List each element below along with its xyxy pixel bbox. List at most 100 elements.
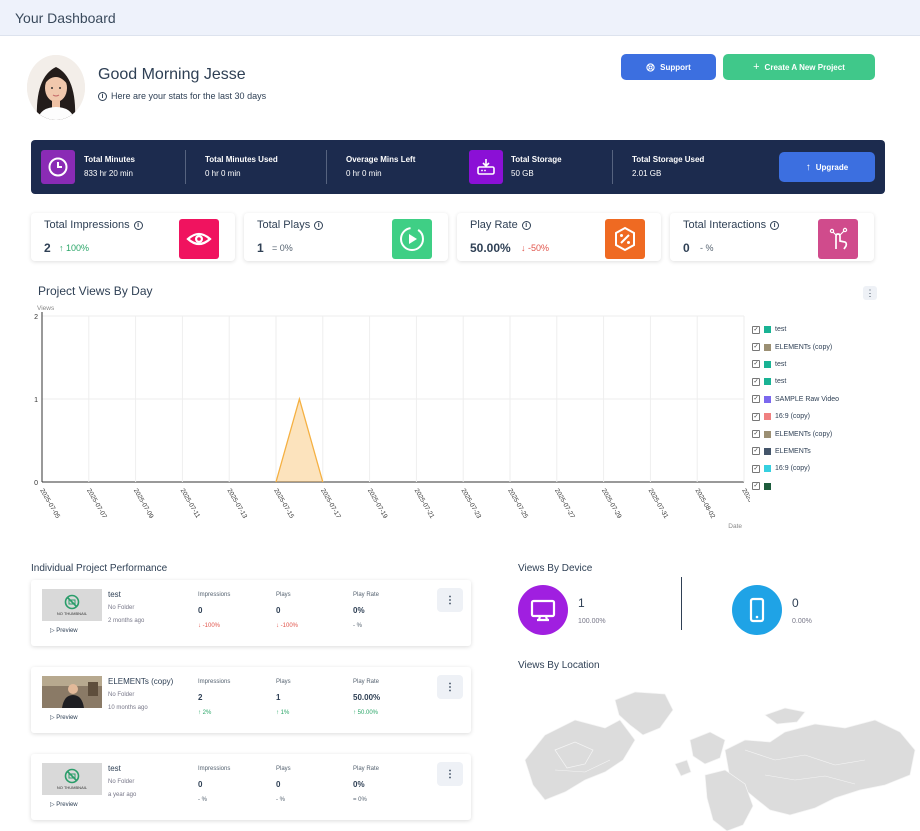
play-rate-change: - % [353,623,362,629]
legend-checkbox[interactable]: ✓ [752,377,760,386]
no-thumbnail-text: NO THUMBNAIL [56,611,88,616]
devices-section-title: Views By Device [518,563,593,574]
preview-button[interactable]: ▷ Preview [50,715,78,721]
project-name[interactable]: test [108,764,121,773]
project-thumbnail[interactable]: NO THUMBNAIL [42,589,102,621]
create-project-button[interactable]: + Create A New Project [723,54,875,80]
info-icon[interactable]: i [314,220,324,230]
project-thumbnail[interactable]: NO THUMBNAIL [42,763,102,795]
impressions-label: Impressions [198,766,231,772]
kpi-label: Total Impressions i [44,219,143,231]
support-button[interactable]: Support [621,54,716,80]
kpi-value: 0 [683,241,690,255]
x-tick-label: 2025-07-31 [647,488,670,521]
mobile-percent: 0.00% [792,618,812,625]
preview-button[interactable]: ▷ Preview [50,802,78,808]
legend-item[interactable]: ✓ 16:9 (copy) [752,408,862,425]
project-card[interactable]: ▷ Preview ELEMENTs (copy) No Folder 10 m… [31,667,471,733]
desktop-icon [518,585,568,635]
project-thumbnail[interactable] [42,676,102,708]
greeting-subtitle-text: Here are your stats for the last 30 days [111,91,267,101]
legend-label: 16:9 (copy) [775,465,811,473]
y-tick-label: 0 [34,480,38,487]
legend-item[interactable]: ✓ ELEMENTs (copy) [752,338,862,355]
legend-item[interactable]: ✓ test [752,356,862,373]
legend-item[interactable]: ✓ test [752,373,862,390]
chart-menu-button[interactable]: ⋮ [863,286,877,300]
legend-checkbox[interactable]: ✓ [752,325,760,334]
kpi-change: ↓ -50% [521,243,550,253]
legend-item[interactable]: ✓ [752,478,862,495]
plays-value: 1 [276,693,281,702]
kpi-change: = 0% [272,243,293,253]
x-tick-label: 2025-07-05 [38,488,61,521]
x-tick-label: 2025-08-02 [693,488,716,521]
impressions-value: 2 [198,693,203,702]
info-icon[interactable]: i [521,220,531,230]
page-title: Your Dashboard [15,10,116,26]
overage-label: Overage Mins Left [346,155,416,164]
project-card[interactable]: NO THUMBNAIL ▷ Preview test No Folder a y… [31,754,471,820]
percent-icon [605,219,645,259]
legend-checkbox[interactable]: ✓ [752,343,760,352]
legend-swatch [764,395,771,403]
impressions-label: Impressions [198,592,231,598]
legend-checkbox[interactable]: ✓ [752,430,760,439]
kpi-card-play-rate: Play Rate i 50.00% ↓ -50% [457,213,661,261]
lifebuoy-icon [646,62,655,72]
legend-label: test [775,378,787,386]
project-menu-button[interactable]: ⋮ [437,675,463,699]
project-menu-button[interactable]: ⋮ [437,588,463,612]
project-name[interactable]: ELEMENTs (copy) [108,677,174,686]
no-thumbnail-icon [64,594,80,610]
upgrade-button[interactable]: ↑ Upgrade [779,152,875,182]
location-section-title: Views By Location [518,660,600,671]
legend-swatch [764,465,771,473]
no-thumbnail-text: NO THUMBNAIL [56,785,88,790]
touch-icon [818,219,858,259]
kpi-card-impressions: Total Impressions i 2 ↑ 100% [31,213,235,261]
project-menu-button[interactable]: ⋮ [437,762,463,786]
legend-item[interactable]: ✓ ELEMENTs [752,443,862,460]
legend-swatch [764,447,771,455]
kpi-change: - % [700,243,714,253]
preview-button[interactable]: ▷ Preview [50,628,78,634]
legend-checkbox[interactable]: ✓ [752,482,760,491]
total-minutes-label: Total Minutes [84,155,135,164]
projects-section-title: Individual Project Performance [31,563,168,574]
avatar[interactable] [27,55,85,120]
impressions-change: ↑ 2% [198,710,212,716]
legend-checkbox[interactable]: ✓ [752,464,760,473]
legend-checkbox[interactable]: ✓ [752,412,760,421]
legend-checkbox[interactable]: ✓ [752,360,760,369]
storage-used-label: Total Storage Used [632,155,705,164]
project-name[interactable]: test [108,590,121,599]
project-age: 2 months ago [108,618,145,624]
legend-item[interactable]: ✓ ELEMENTs (copy) [752,425,862,442]
legend-item[interactable]: ✓ 16:9 (copy) [752,460,862,477]
legend-checkbox[interactable]: ✓ [752,395,760,404]
storage-icon [469,150,503,184]
legend-checkbox[interactable]: ✓ [752,447,760,456]
legend-label: ELEMENTs (copy) [775,343,833,351]
usage-stats-bar: Total Minutes 833 hr 20 min Total Minute… [31,140,885,194]
project-card[interactable]: NO THUMBNAIL ▷ Preview test No Folder 2 m… [31,580,471,646]
world-map[interactable] [515,680,920,831]
x-tick-label: 2025-08-04 [740,488,750,521]
project-age: 10 months ago [108,705,148,711]
views-by-day-chart: 0 1 2 2025-07-05 2025-07-07 2025-07-09 2025-07… [34,305,750,530]
arrow-up-icon: ↑ [805,161,811,173]
legend-swatch [764,326,771,334]
kpi-value: 50.00% [470,241,511,255]
info-icon[interactable]: i [133,220,143,230]
mobile-icon [732,585,782,635]
plays-value: 0 [276,780,281,789]
storage-used-value: 2.01 GB [632,169,662,178]
legend-item[interactable]: ✓ test [752,321,862,338]
x-tick-label: 2025-07-23 [459,488,482,521]
plus-icon: + [753,61,760,73]
legend-item[interactable]: ✓ SAMPLE Raw Video [752,391,862,408]
info-icon[interactable]: i [770,220,780,230]
device-divider [681,577,682,630]
play-rate-change: ↑ 50.00% [353,710,379,716]
